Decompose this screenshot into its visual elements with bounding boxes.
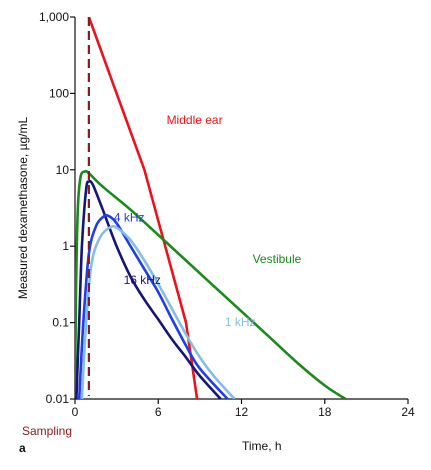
series-line-16-khz — [75, 179, 222, 399]
y-tick-label: 10 — [56, 163, 70, 177]
x-axis-title: Time, h — [242, 439, 282, 453]
y-tick-label: 100 — [49, 86, 69, 100]
series-label-middle-ear: Middle ear — [167, 113, 223, 127]
y-tick-label: 1,000 — [39, 10, 69, 24]
plot-area — [75, 17, 347, 399]
series-label-4-khz: 4 kHz — [114, 211, 145, 225]
x-tick-label: 6 — [155, 405, 162, 419]
x-tick-label: 18 — [318, 405, 332, 419]
y-tick-label: 1 — [62, 239, 69, 253]
x-ticks: 0 6 12 18 24 — [72, 399, 415, 419]
series-line-middle-ear — [87, 17, 199, 399]
x-tick-label: 12 — [235, 405, 249, 419]
y-tick-label: 0.01 — [46, 392, 70, 406]
series-line-vestibule — [75, 169, 347, 399]
x-tick-label: 24 — [401, 405, 415, 419]
series-label-1-khz: 1 kHz — [225, 315, 256, 329]
series-line-1-khz — [80, 224, 236, 399]
y-axis-title: Measured dexamethasone, µg/mL — [16, 117, 30, 300]
y-ticks: 0.01 0.1 1 10 100 1,000 — [39, 10, 75, 406]
sampling-label: Sampling — [22, 424, 72, 438]
panel-letter: a — [19, 441, 26, 455]
series-label-16-khz: 16 kHz — [124, 273, 161, 287]
series-group — [75, 17, 347, 399]
y-tick-label: 0.1 — [52, 316, 69, 330]
x-tick-label: 0 — [72, 405, 79, 419]
series-label-vestibule: Vestibule — [253, 252, 302, 266]
series-labels: Middle ear Vestibule 4 kHz 16 kHz 1 kHz — [114, 113, 302, 329]
axes — [74, 17, 408, 400]
series-line-4-khz — [77, 214, 229, 399]
